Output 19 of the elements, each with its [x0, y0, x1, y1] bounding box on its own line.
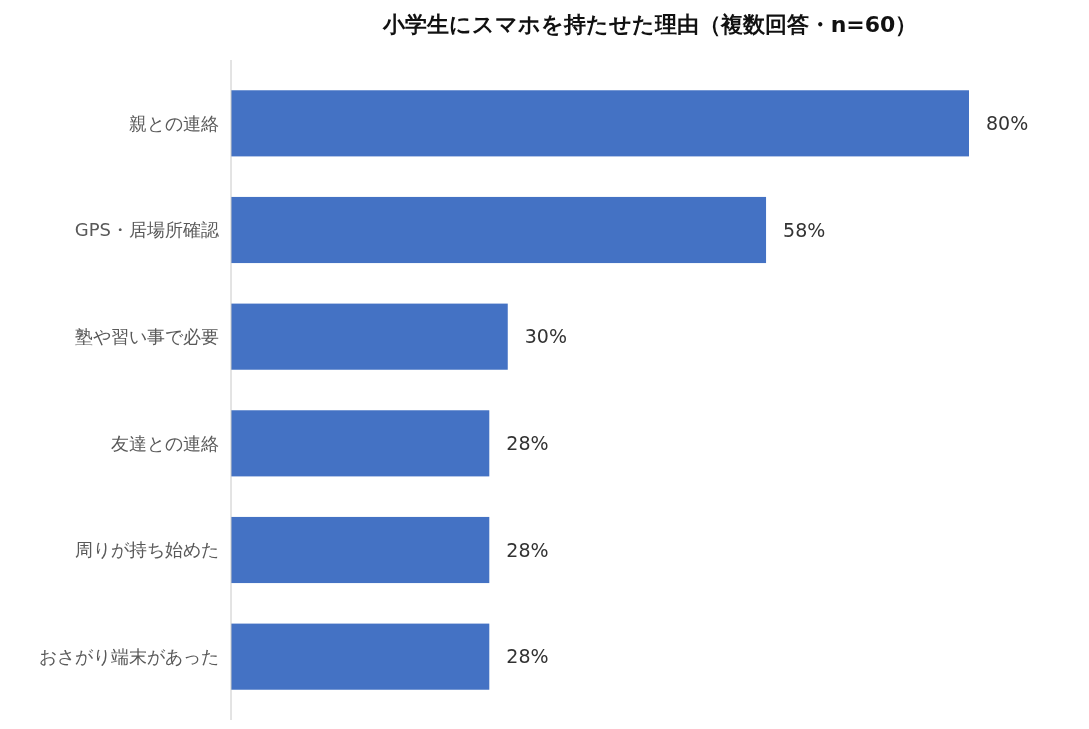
y-tick-label: 親との連絡 — [129, 112, 219, 134]
y-tick-label: 友達との連絡 — [111, 432, 219, 454]
bar — [231, 623, 490, 690]
bar — [231, 516, 490, 584]
y-tick-label: 塾や習い事で必要 — [75, 325, 219, 347]
data-label: 80% — [986, 111, 1029, 134]
data-label: 58% — [783, 218, 826, 241]
bar — [231, 90, 969, 157]
data-label: 28% — [506, 538, 549, 561]
bar — [231, 303, 508, 370]
y-tick-label: おさがり端末があった — [39, 645, 219, 667]
data-label: 28% — [506, 431, 549, 454]
bar — [231, 196, 767, 264]
chart-title: 小学生にスマホを持たせた理由（複数回答・n=60） — [381, 12, 918, 37]
y-tick-label: GPS・居場所確認 — [74, 219, 219, 241]
bar — [231, 410, 490, 477]
data-label: 30% — [524, 325, 567, 348]
y-tick-label: 周りが持ち始めた — [75, 539, 219, 561]
data-label: 28% — [506, 645, 549, 668]
